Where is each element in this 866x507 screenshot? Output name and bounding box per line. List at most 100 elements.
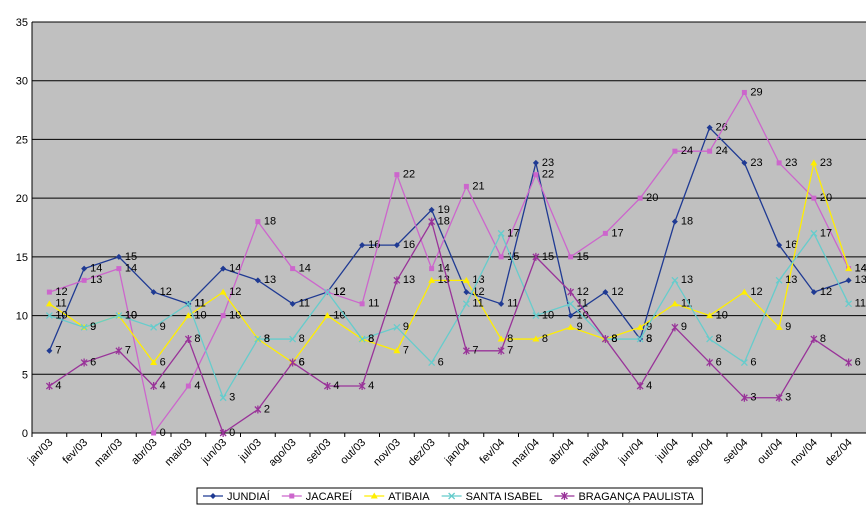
x-tick-label: jun/03 (199, 437, 229, 467)
marker (560, 492, 568, 500)
data-label: 13 (855, 274, 866, 286)
marker (775, 393, 783, 402)
marker (532, 312, 540, 320)
data-label: 18 (681, 216, 693, 228)
data-label: 7 (125, 345, 131, 357)
marker (845, 300, 853, 308)
marker (602, 230, 608, 236)
data-label: 8 (194, 333, 200, 345)
data-label: 18 (264, 216, 276, 228)
data-label: 8 (716, 333, 722, 345)
data-label: 4 (55, 380, 61, 392)
marker (429, 266, 435, 272)
series-line (49, 91, 850, 435)
x-tick-label: out/03 (338, 437, 368, 467)
marker (845, 277, 852, 284)
data-label: 8 (368, 333, 374, 345)
data-label: 11 (368, 298, 379, 310)
marker (741, 159, 748, 166)
data-label: 21 (472, 180, 484, 192)
x-tick-label: mai/03 (163, 437, 195, 469)
marker (497, 335, 505, 342)
y-tick-label: 30 (16, 76, 28, 88)
data-label: 11 (55, 298, 66, 310)
marker (463, 289, 470, 296)
data-label: 14 (299, 263, 311, 275)
marker (289, 358, 297, 367)
x-tick-label: jul/03 (236, 437, 264, 465)
marker (289, 335, 297, 343)
marker (219, 429, 227, 437)
data-label: 12 (333, 286, 345, 298)
x-tick-label: jul/04 (653, 437, 681, 465)
data-label: 8 (299, 333, 305, 345)
data-label: 17 (820, 227, 832, 239)
data-label: 10 (229, 309, 241, 321)
data-label: 23 (542, 157, 554, 169)
data-label: 13 (264, 274, 276, 286)
series-line (49, 219, 849, 435)
data-label: 8 (611, 333, 617, 345)
marker (289, 493, 295, 499)
data-label: 17 (611, 227, 623, 239)
marker (358, 382, 366, 391)
marker (845, 358, 853, 367)
marker (219, 288, 227, 295)
marker (845, 265, 853, 272)
data-label: 4 (646, 380, 652, 392)
marker (115, 312, 123, 320)
marker (220, 265, 227, 272)
marker (46, 289, 52, 295)
data-label: 11 (855, 298, 866, 310)
marker (185, 383, 191, 389)
x-tick-label: nov/04 (788, 437, 820, 469)
marker (184, 312, 192, 319)
marker (741, 89, 747, 95)
marker (567, 288, 575, 297)
marker (776, 160, 782, 166)
marker (428, 276, 436, 283)
marker (393, 323, 401, 331)
marker (116, 266, 122, 272)
data-label: 3 (785, 392, 791, 404)
marker (254, 277, 261, 284)
x-tick-label: jun/04 (616, 437, 646, 467)
marker (46, 347, 53, 354)
data-label: 6 (855, 356, 861, 368)
data-label: 10 (333, 309, 345, 321)
marker (184, 335, 192, 344)
legend-label: JACAREÍ (306, 490, 353, 503)
marker (150, 382, 158, 391)
data-label: 22 (403, 169, 415, 181)
marker (448, 492, 456, 500)
data-label: 13 (90, 274, 102, 286)
data-label: 14 (125, 263, 137, 275)
data-label: 6 (160, 356, 166, 368)
marker (115, 346, 123, 355)
marker (323, 382, 331, 391)
y-tick-label: 15 (16, 252, 28, 264)
data-label: 9 (90, 321, 96, 333)
data-label: 23 (820, 157, 832, 169)
marker (45, 312, 53, 320)
x-tick-label: mar/03 (92, 437, 125, 470)
marker (636, 382, 644, 391)
marker (810, 335, 818, 344)
data-label: 10 (55, 309, 67, 321)
data-label: 29 (750, 86, 762, 98)
marker (150, 323, 158, 331)
marker (671, 300, 679, 307)
data-label: 15 (125, 251, 137, 263)
data-label: 8 (507, 333, 513, 345)
marker (811, 195, 817, 201)
data-label: 17 (507, 227, 519, 239)
marker (636, 323, 644, 330)
marker (220, 313, 226, 319)
marker (359, 242, 366, 249)
marker (359, 301, 365, 307)
marker (740, 393, 748, 402)
series-line (49, 160, 850, 364)
data-label: 7 (472, 345, 478, 357)
data-label: 3 (229, 392, 235, 404)
